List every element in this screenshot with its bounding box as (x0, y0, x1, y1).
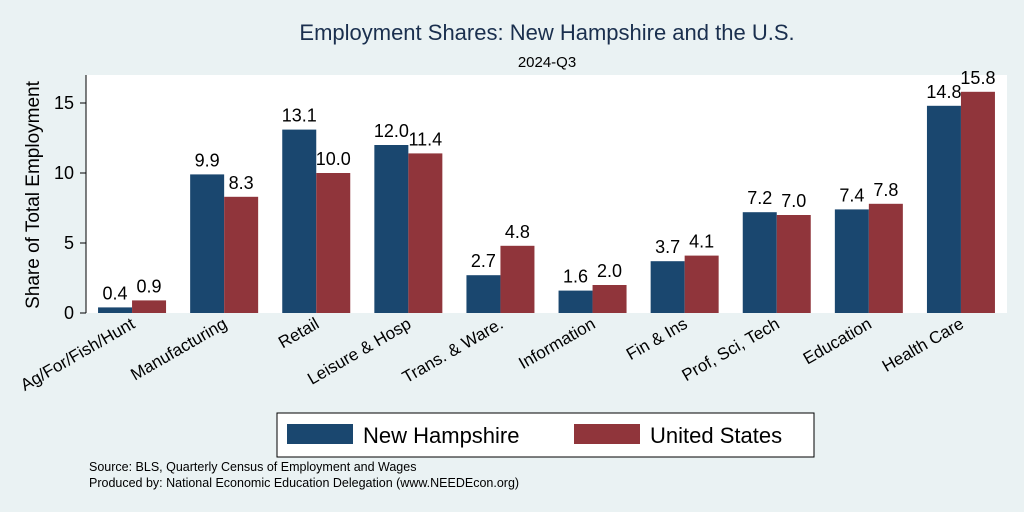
x-category-label: Health Care (879, 314, 967, 376)
data-label: 7.8 (873, 180, 898, 200)
data-label: 2.7 (471, 251, 496, 271)
bar-united-states (500, 245, 535, 313)
data-label: 15.8 (960, 68, 995, 88)
data-label: 1.6 (563, 267, 588, 287)
legend-swatch-united-states (574, 424, 640, 444)
bar-new-hampshire (282, 129, 317, 313)
bar-united-states (224, 196, 259, 313)
y-tick-label: 0 (64, 303, 74, 323)
legend-swatch-new-hampshire (287, 424, 353, 444)
produced-by-note: Produced by: National Economic Education… (89, 476, 519, 490)
bar-new-hampshire (742, 212, 777, 313)
bar-united-states (408, 153, 443, 313)
bar-new-hampshire (190, 174, 225, 313)
x-category-label: Trans. & Ware. (399, 314, 506, 387)
legend-box (276, 412, 815, 458)
data-label: 3.7 (655, 237, 680, 257)
source-note: Source: BLS, Quarterly Census of Employm… (89, 460, 416, 474)
x-category-label: Retail (275, 314, 322, 352)
bar-united-states (868, 203, 903, 313)
data-label: 7.0 (781, 191, 806, 211)
legend: New Hampshire United States (276, 412, 815, 458)
y-tick-label: 5 (64, 233, 74, 253)
bar-united-states (316, 173, 351, 313)
data-label: 4.8 (505, 222, 530, 242)
data-label: 10.0 (316, 149, 351, 169)
bar-united-states (776, 215, 811, 313)
data-label: 13.1 (282, 106, 317, 126)
y-tick-label: 10 (54, 163, 74, 183)
legend-label-united-states: United States (650, 423, 782, 448)
data-label: 0.4 (103, 283, 128, 303)
data-labels-group: 0.4 0.9 9.9 8.3 13.1 10.0 12.0 11.4 2.7 4.8 1.6 2.0… (103, 68, 996, 304)
bar-new-hampshire (834, 209, 869, 313)
bar-united-states (132, 300, 167, 313)
x-category-label: Ag/For/Fish/Hunt (17, 314, 138, 395)
data-label: 8.3 (229, 173, 254, 193)
data-label: 11.4 (408, 129, 442, 149)
data-label: 14.8 (926, 82, 961, 102)
x-category-label: Fin & Ins (623, 314, 691, 364)
bar-new-hampshire (98, 307, 133, 313)
bar-new-hampshire (650, 261, 685, 313)
x-category-label: Leisure & Hosp (304, 314, 414, 389)
data-label: 2.0 (597, 261, 622, 281)
x-category-label: Education (800, 314, 875, 368)
bar-new-hampshire (558, 290, 593, 313)
data-label: 7.2 (747, 188, 772, 208)
data-label: 9.9 (195, 150, 220, 170)
y-tick-label: 15 (54, 93, 74, 113)
bar-united-states (592, 285, 627, 313)
data-label: 0.9 (137, 276, 162, 296)
chart-subtitle: 2024-Q3 (518, 54, 576, 71)
data-label: 4.1 (689, 232, 714, 252)
bar-united-states (684, 255, 719, 313)
legend-label-new-hampshire: New Hampshire (363, 423, 520, 448)
x-category-label: Prof, Sci, Tech (679, 314, 783, 385)
x-category-label: Manufacturing (127, 314, 230, 384)
bar-united-states (960, 91, 995, 313)
bar-new-hampshire (926, 105, 961, 313)
bar-new-hampshire (466, 275, 501, 313)
x-category-label: Information (515, 314, 598, 373)
y-axis-label: Share of Total Employment (23, 80, 44, 308)
data-label: 7.4 (839, 185, 864, 205)
data-label: 12.0 (374, 121, 409, 141)
bar-new-hampshire (374, 145, 409, 313)
bars-group (98, 91, 995, 313)
y-ticks-group: 0 5 10 15 (54, 93, 86, 323)
chart-title: Employment Shares: New Hampshire and the… (299, 20, 794, 45)
